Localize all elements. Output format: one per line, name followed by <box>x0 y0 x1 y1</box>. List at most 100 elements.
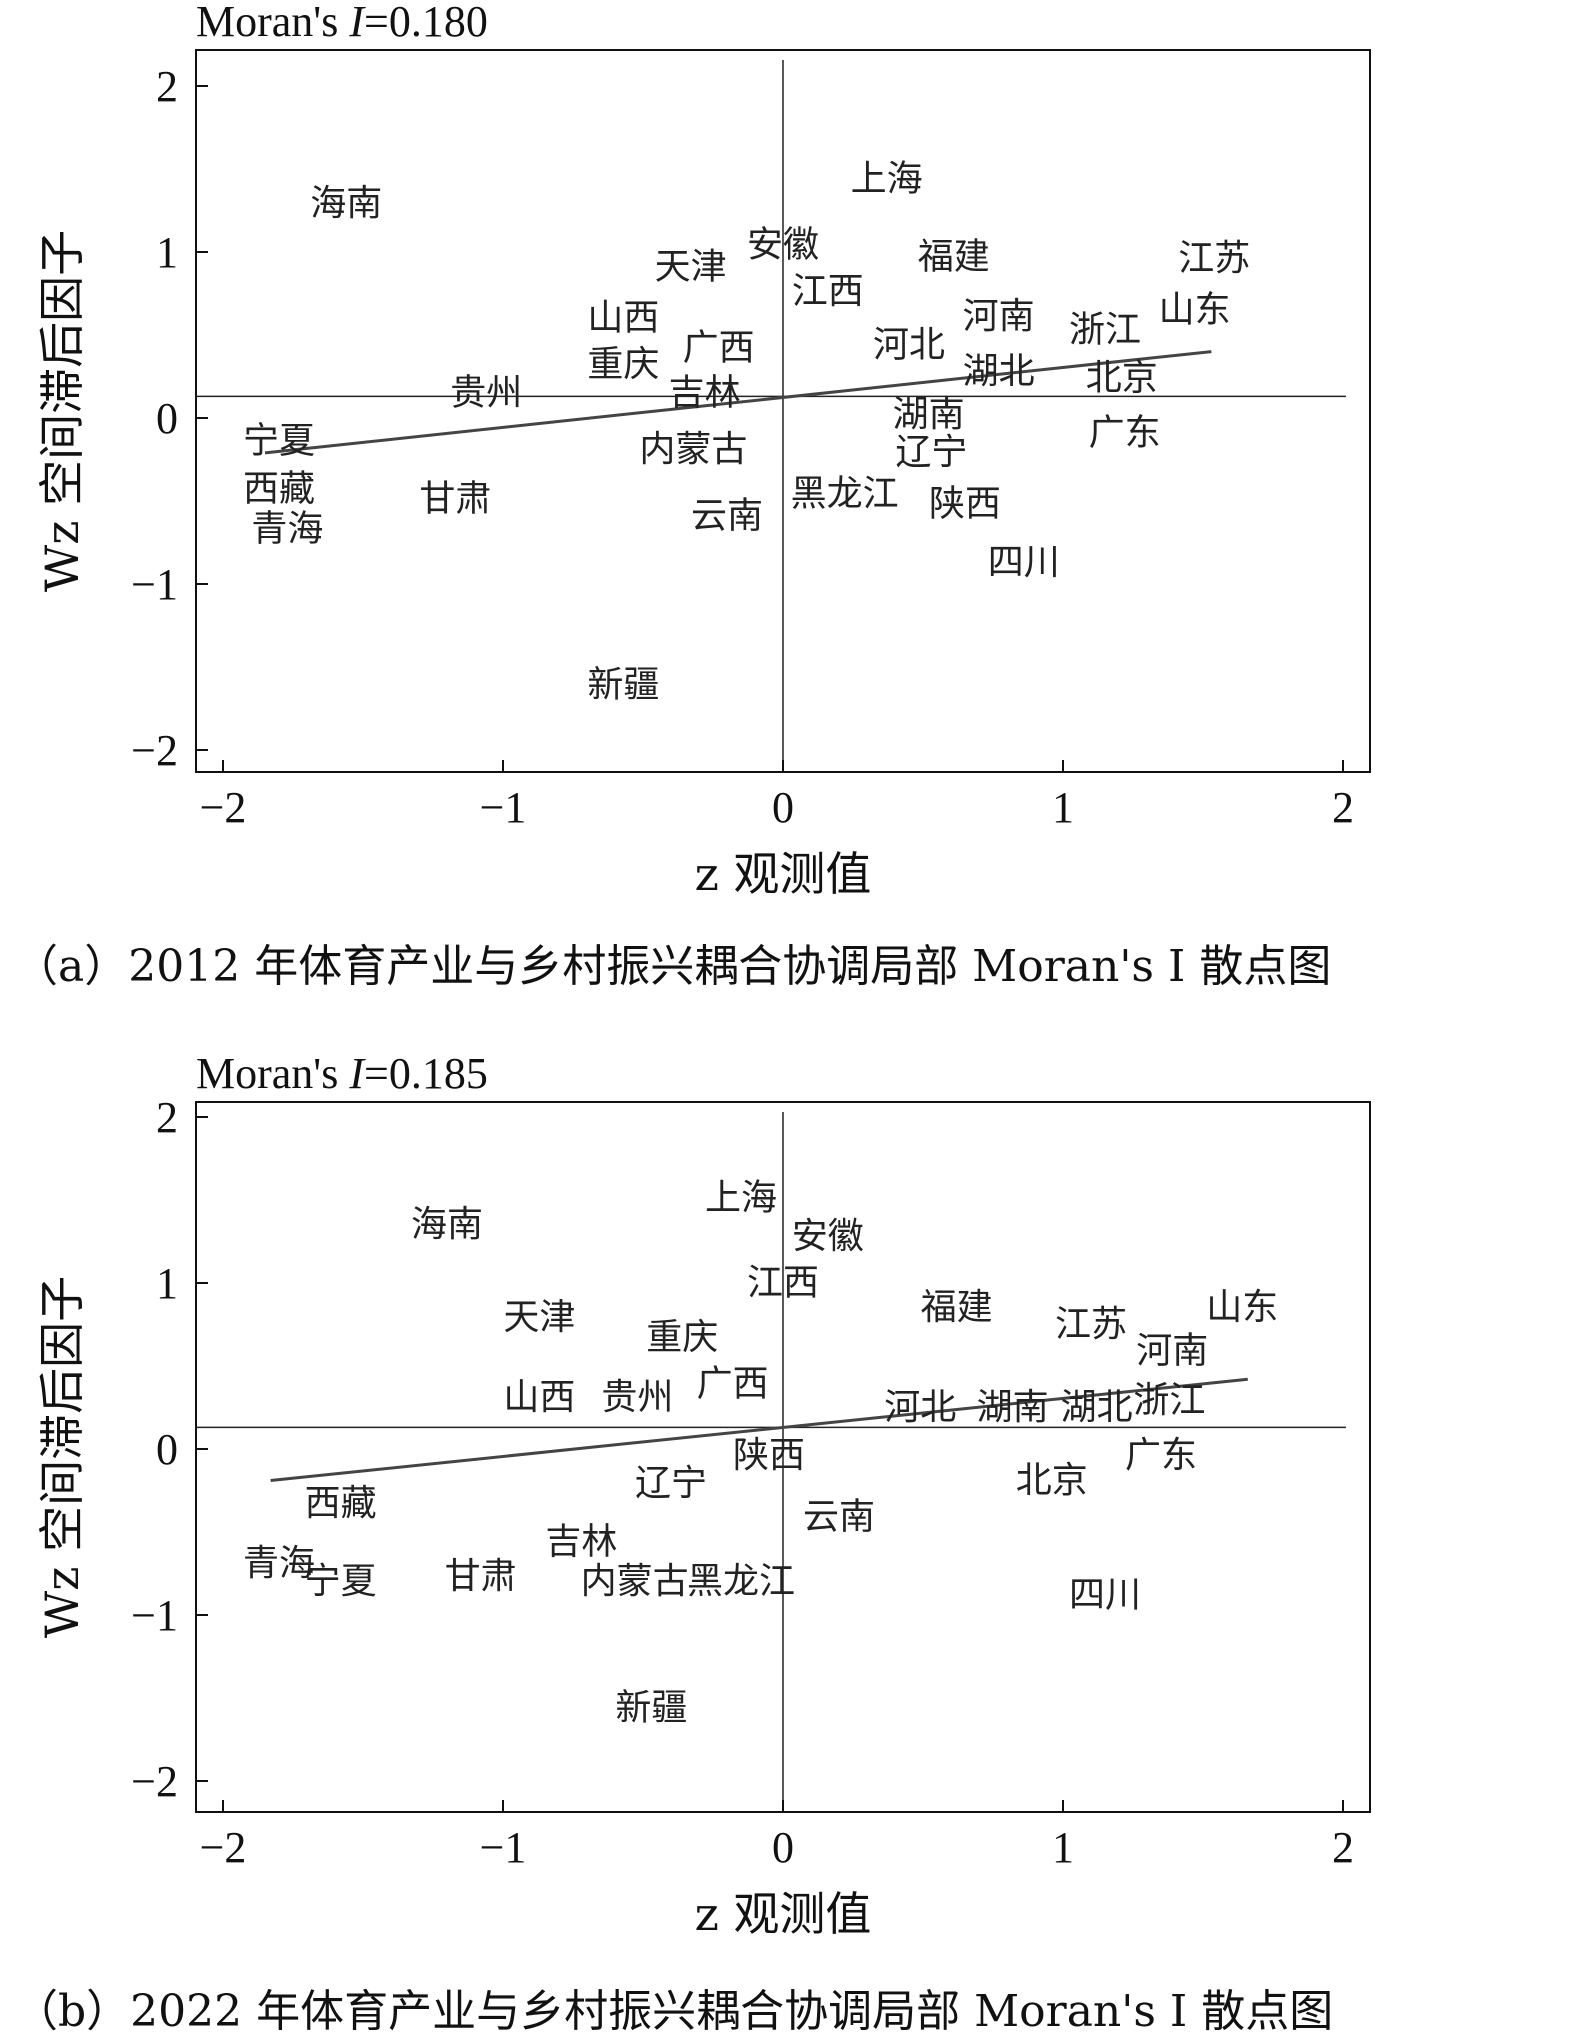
point-label: 黑龙江 <box>687 1561 795 1602</box>
point-label: 辽宁 <box>895 432 967 473</box>
x-tick-label: 2 <box>1332 783 1354 832</box>
title-suffix: =0.185 <box>364 1049 488 1098</box>
y-tick-label: 2 <box>156 62 178 111</box>
point-label: 广东 <box>1125 1435 1197 1476</box>
point-label: 四川 <box>988 542 1060 583</box>
point-label: 海南 <box>411 1204 483 1245</box>
title-italic: I <box>348 1049 366 1098</box>
point-label: 内蒙古 <box>581 1561 689 1602</box>
point-label: 内蒙古 <box>639 429 747 470</box>
point-label: 陕西 <box>929 484 1001 525</box>
point-label: 上海 <box>851 158 923 199</box>
y-tick-label: −1 <box>131 560 178 609</box>
point-label: 安徽 <box>792 1216 864 1257</box>
point-label: 陕西 <box>733 1435 805 1476</box>
point-label: 新疆 <box>587 665 659 706</box>
point-label: 吉林 <box>669 372 741 413</box>
point-label: 青海 <box>251 509 323 550</box>
point-label: 宁夏 <box>305 1561 377 1602</box>
y-tick-label: 1 <box>156 1259 178 1308</box>
chart-panel-a: Moran's I=0.180 −2 −1 0 1 2 −2 −1 0 1 2 z 观测值 Wz 空间滞… <box>0 0 1575 1010</box>
point-label: 天津 <box>503 1297 575 1338</box>
y-tick-label: −2 <box>131 726 178 775</box>
point-label: 广东 <box>1089 412 1161 453</box>
point-label: 吉林 <box>545 1521 617 1562</box>
point-label: 浙江 <box>1069 309 1141 350</box>
y-tick-label: 0 <box>156 1425 178 1474</box>
title-italic: I <box>348 0 366 46</box>
point-label: 辽宁 <box>635 1463 707 1504</box>
point-label: 四川 <box>1069 1574 1141 1615</box>
scatter-chart-a: Moran's I=0.180 −2 −1 0 1 2 −2 −1 0 1 2 z 观测值 Wz 空间滞… <box>35 0 1371 901</box>
chart-panel-b: Moran's I=0.185 −2 −1 0 1 2 −2 −1 0 1 2 z 观测值 Wz 空间滞… <box>0 1030 1575 2040</box>
point-label: 西藏 <box>305 1483 377 1524</box>
point-label: 重庆 <box>587 344 659 385</box>
point-label: 湖北 <box>963 351 1035 392</box>
figure-caption-a: （a）2012 年体育产业与乡村振兴耦合协调局部 Moran's I 散点图 <box>14 941 1332 992</box>
x-axis-title: z 观测值 <box>695 847 872 901</box>
x-tick-label: −2 <box>200 1823 247 1872</box>
point-label: 山西 <box>503 1377 575 1418</box>
x-tick-label: 1 <box>1052 1823 1074 1872</box>
point-label: 江苏 <box>1178 238 1250 279</box>
x-tick-label: −1 <box>480 783 527 832</box>
point-label: 河北 <box>884 1387 956 1428</box>
point-label: 江苏 <box>1055 1304 1127 1345</box>
regression-line <box>270 1377 1248 1483</box>
point-label: 安徽 <box>747 225 819 266</box>
y-tick-label: 0 <box>156 394 178 443</box>
title-suffix: =0.180 <box>364 0 488 46</box>
point-label: 天津 <box>655 246 727 287</box>
y-tick-label: −1 <box>131 1591 178 1640</box>
point-label: 新疆 <box>615 1687 687 1728</box>
point-label: 浙江 <box>1133 1380 1205 1421</box>
scatter-chart-b: Moran's I=0.185 −2 −1 0 1 2 −2 −1 0 1 2 z 观测值 Wz 空间滞… <box>35 1049 1371 1941</box>
point-label: 云南 <box>803 1496 875 1537</box>
point-label: 湖南 <box>977 1387 1049 1428</box>
x-tick-label: −1 <box>480 1823 527 1872</box>
y-axis-title: Wz 空间滞后因子 <box>35 1276 89 1638</box>
y-tick-label: 2 <box>156 1093 178 1142</box>
point-label: 甘肃 <box>419 479 491 520</box>
point-label: 河南 <box>1136 1330 1208 1371</box>
y-tick-label: 1 <box>156 228 178 277</box>
x-tick-label: 1 <box>1052 783 1074 832</box>
point-label: 重庆 <box>646 1317 718 1358</box>
title-prefix: Moran's <box>196 1049 349 1098</box>
figure-caption-b: （b）2022 年体育产业与乡村振兴耦合协调局部 Moran's I 散点图 <box>14 1986 1334 2037</box>
x-tick-label: −2 <box>200 783 247 832</box>
point-label: 河北 <box>873 324 945 365</box>
point-label: 北京 <box>1086 358 1158 399</box>
point-label: 湖南 <box>893 394 965 435</box>
x-tick-label: 0 <box>772 783 794 832</box>
point-label: 福建 <box>921 1287 993 1328</box>
point-label: 江西 <box>792 271 864 312</box>
y-axis-title: Wz 空间滞后因子 <box>35 230 89 592</box>
point-label: 江西 <box>747 1262 819 1303</box>
point-label: 山西 <box>587 298 659 339</box>
point-label: 青海 <box>243 1543 315 1584</box>
x-axis-title: z 观测值 <box>695 1887 872 1941</box>
point-label: 贵州 <box>450 372 522 413</box>
title-prefix: Moran's <box>196 0 349 46</box>
y-tick-label: −2 <box>131 1757 178 1806</box>
point-label: 河南 <box>963 296 1035 337</box>
x-tick-label: 0 <box>772 1823 794 1872</box>
point-label: 上海 <box>705 1178 777 1219</box>
point-label: 山东 <box>1206 1287 1278 1328</box>
point-label: 云南 <box>691 495 763 536</box>
point-label: 山东 <box>1159 289 1231 330</box>
point-label: 宁夏 <box>243 421 315 462</box>
point-label: 北京 <box>1016 1460 1088 1501</box>
point-label: 海南 <box>310 183 382 224</box>
point-label: 西藏 <box>243 469 315 510</box>
point-label: 广西 <box>683 328 755 369</box>
regression-line <box>264 350 1212 455</box>
point-label: 广西 <box>697 1364 769 1405</box>
point-label: 贵州 <box>601 1377 673 1418</box>
point-label: 黑龙江 <box>791 474 899 515</box>
point-label: 福建 <box>918 236 990 277</box>
chart-title: Moran's I=0.180 <box>196 0 488 46</box>
x-tick-label: 2 <box>1332 1823 1354 1872</box>
point-label: 湖北 <box>1061 1387 1133 1428</box>
